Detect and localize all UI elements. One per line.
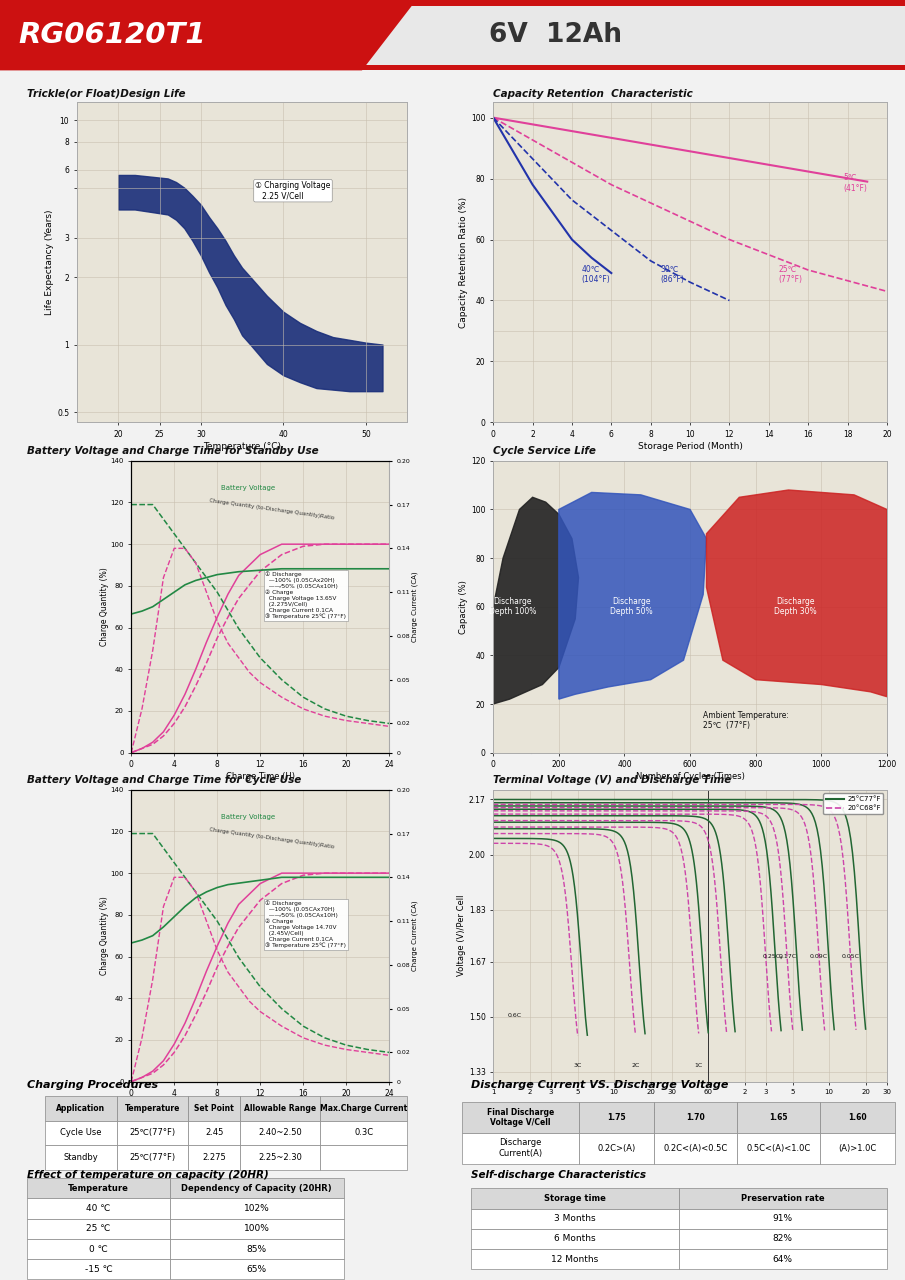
- Y-axis label: Charge Current (CA): Charge Current (CA): [412, 900, 418, 972]
- Text: Terminal Voltage (V) and Discharge Time: Terminal Voltage (V) and Discharge Time: [493, 776, 731, 786]
- X-axis label: Charge Time (H): Charge Time (H): [225, 772, 295, 781]
- Y-axis label: Charge Quantity (%): Charge Quantity (%): [100, 896, 109, 975]
- Text: 0.09C: 0.09C: [809, 955, 828, 960]
- Text: Charging Procedures: Charging Procedures: [27, 1080, 158, 1091]
- Text: 1C: 1C: [694, 1062, 703, 1068]
- Text: 0.05C: 0.05C: [842, 955, 860, 960]
- Text: Discharge
Depth 50%: Discharge Depth 50%: [610, 596, 653, 617]
- Text: RG06120T1: RG06120T1: [18, 22, 205, 49]
- Text: Min: Min: [596, 1112, 611, 1121]
- X-axis label: Charge Time (H): Charge Time (H): [225, 1101, 295, 1110]
- X-axis label: Discharge Time (Min): Discharge Time (Min): [645, 1106, 735, 1115]
- Text: Battery Voltage and Charge Time for Cycle Use: Battery Voltage and Charge Time for Cycl…: [27, 776, 301, 786]
- X-axis label: Storage Period (Month): Storage Period (Month): [638, 442, 742, 451]
- Y-axis label: Life Expectancy (Years): Life Expectancy (Years): [45, 210, 54, 315]
- Text: Battery Voltage and Charge Time for Standby Use: Battery Voltage and Charge Time for Stan…: [27, 447, 319, 457]
- Bar: [0, 65, 905, 70]
- Text: ① Discharge
  —100% (0.05CAx20H)
  ——⁄50% (0.05CAx10H)
② Charge
  Charge Voltage: ① Discharge —100% (0.05CAx20H) ——⁄50% (0…: [265, 572, 347, 620]
- Text: Self-discharge Characteristics: Self-discharge Characteristics: [471, 1170, 645, 1180]
- Polygon shape: [0, 0, 416, 70]
- Text: Discharge
Depth 30%: Discharge Depth 30%: [774, 596, 816, 617]
- Text: 0.25C: 0.25C: [762, 955, 780, 960]
- Y-axis label: Voltage (V)/Per Cell: Voltage (V)/Per Cell: [457, 895, 466, 977]
- Polygon shape: [559, 493, 707, 699]
- Text: Capacity Retention  Characteristic: Capacity Retention Characteristic: [493, 90, 693, 100]
- Text: 6V  12Ah: 6V 12Ah: [489, 22, 622, 49]
- Text: Cycle Service Life: Cycle Service Life: [493, 447, 596, 457]
- Text: Trickle(or Float)Design Life: Trickle(or Float)Design Life: [27, 90, 186, 100]
- Text: 3C: 3C: [574, 1062, 582, 1068]
- Text: Discharge
Depth 100%: Discharge Depth 100%: [490, 596, 537, 617]
- Text: 30℃
(86°F): 30℃ (86°F): [661, 265, 684, 284]
- Y-axis label: Capacity (%): Capacity (%): [460, 580, 468, 634]
- Text: Ambient Temperature:
25℃  (77°F): Ambient Temperature: 25℃ (77°F): [703, 710, 789, 731]
- Text: Battery Voltage: Battery Voltage: [222, 814, 276, 820]
- Text: Battery Voltage: Battery Voltage: [222, 485, 276, 492]
- Y-axis label: Capacity Retention Ratio (%): Capacity Retention Ratio (%): [460, 197, 468, 328]
- Text: ① Discharge
  —100% (0.05CAx70H)
  ——⁄50% (0.05CAx10H)
② Charge
  Charge Voltage: ① Discharge —100% (0.05CAx70H) ——⁄50% (0…: [265, 901, 347, 948]
- Text: 25℃
(77°F): 25℃ (77°F): [778, 265, 803, 284]
- Text: 5℃
(41°F): 5℃ (41°F): [843, 173, 868, 193]
- X-axis label: Temperature (°C): Temperature (°C): [203, 442, 281, 451]
- Text: Charge Quantity (to-Discharge Quantity)Ratio: Charge Quantity (to-Discharge Quantity)R…: [208, 498, 334, 520]
- Text: ① Charging Voltage
   2.25 V/Cell: ① Charging Voltage 2.25 V/Cell: [255, 180, 330, 201]
- Text: 2C: 2C: [632, 1062, 640, 1068]
- X-axis label: Number of Cycles (Times): Number of Cycles (Times): [635, 772, 745, 781]
- Text: 0.17C: 0.17C: [778, 955, 796, 960]
- Y-axis label: Battery Voltage (V)/Per Cell: Battery Voltage (V)/Per Cell: [554, 893, 559, 978]
- Text: Discharge Current VS. Discharge Voltage: Discharge Current VS. Discharge Voltage: [471, 1080, 728, 1091]
- Text: Hr: Hr: [784, 1112, 794, 1121]
- Y-axis label: Charge Current (CA): Charge Current (CA): [412, 571, 418, 643]
- Text: 0.6C: 0.6C: [508, 1012, 521, 1018]
- Polygon shape: [493, 497, 578, 704]
- Text: 40℃
(104°F): 40℃ (104°F): [582, 265, 611, 284]
- Y-axis label: Charge Quantity (%): Charge Quantity (%): [100, 567, 109, 646]
- Text: Charge Quantity (to-Discharge Quantity)Ratio: Charge Quantity (to-Discharge Quantity)R…: [208, 827, 334, 849]
- Polygon shape: [707, 490, 887, 696]
- Text: Effect of temperature on capacity (20HR): Effect of temperature on capacity (20HR): [27, 1170, 269, 1180]
- Bar: [0, 0, 905, 5]
- Y-axis label: Battery Voltage (V)/Per Cell: Battery Voltage (V)/Per Cell: [554, 564, 559, 649]
- Legend: 25°C77°F, 20°C68°F: 25°C77°F, 20°C68°F: [824, 794, 883, 814]
